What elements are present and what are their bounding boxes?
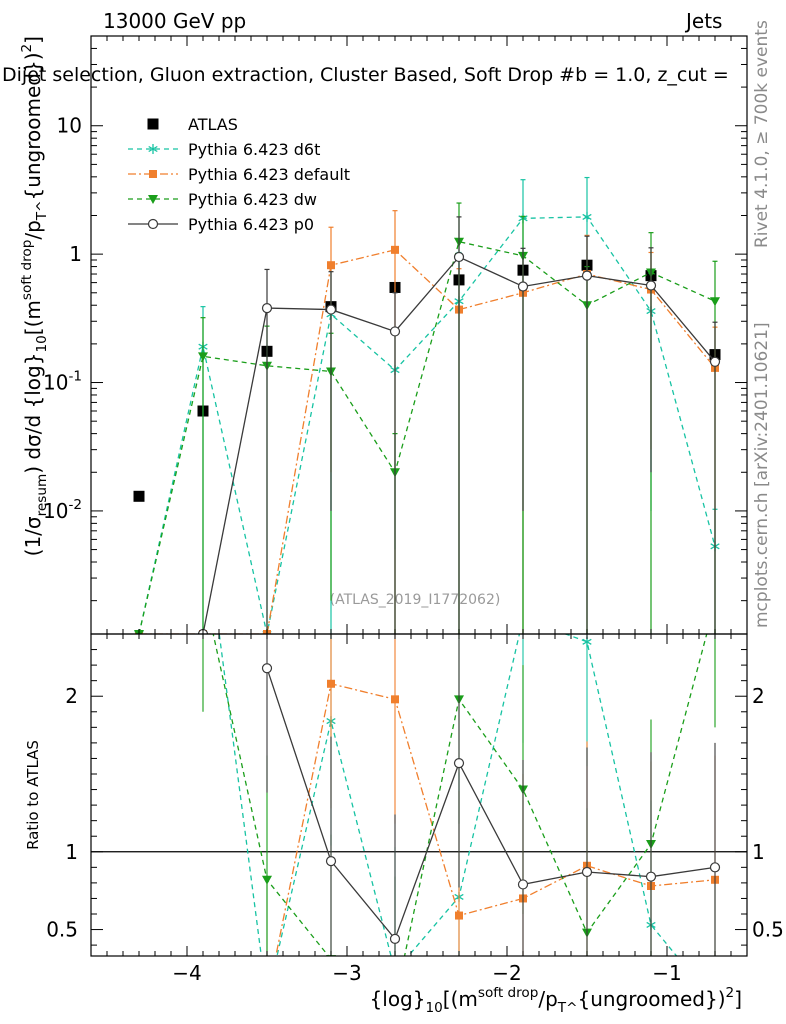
ratio-point-dw [262, 875, 272, 885]
series-line-d6t [138, 216, 716, 634]
ratio-y-tick-label: 1 [65, 840, 78, 864]
ratio-series-p0 [261, 634, 721, 956]
legend-label-atlas: ATLAS [188, 115, 238, 134]
ratio-line-default [275, 682, 716, 956]
ratio-point-default [263, 996, 271, 1004]
y-tick-label: 1 [69, 242, 82, 266]
legend-label-d6t: Pythia 6.423 d6t [188, 140, 320, 159]
main-plot-area: (ATLAS_2019_I1772062) [133, 176, 721, 634]
legend-marker-default [149, 170, 157, 178]
legend-marker-d6t [148, 144, 158, 154]
x-tick-label: −2 [492, 961, 521, 985]
ratio-y-tick-label: 0.5 [46, 918, 78, 942]
x-tick-label: −1 [652, 961, 681, 985]
plot-subtitle: Dijet selection, Gluon extraction, Clust… [2, 64, 729, 86]
data-point-p0 [517, 281, 529, 292]
ratio-point-default [327, 679, 335, 688]
data-point-p0 [645, 280, 657, 291]
x-tick-label: −3 [332, 961, 361, 985]
ratio-y-tick-label-right: 1 [752, 840, 765, 864]
y-tick-label: 10-2 [43, 497, 82, 523]
ratio-series-group [202, 634, 721, 1005]
ratio-y-tick-label-right: 2 [752, 684, 765, 708]
data-point-p0 [581, 270, 593, 281]
mcplots-label: mcplots.cern.ch [arXiv:2401.10621] [752, 322, 772, 628]
main-series-group [133, 176, 721, 634]
series-dw [134, 202, 720, 634]
ratio-point-default [391, 695, 399, 704]
header-right-label: Jets [686, 9, 723, 33]
legend-marker-atlas [147, 118, 159, 130]
ratio-point-d6t [263, 995, 272, 1005]
data-point-dw [710, 297, 720, 307]
series-line-dw [138, 240, 716, 634]
header-left-label: 13000 GeV pp [103, 9, 247, 33]
series-line-default [139, 249, 716, 634]
legend-label-dw: Pythia 6.423 dw [188, 190, 317, 209]
watermark-label: (ATLAS_2019_I1772062) [330, 592, 501, 608]
data-point-dw [198, 352, 208, 362]
data-point-p0 [709, 356, 721, 367]
y-tick-label: 10 [57, 114, 82, 138]
data-point-p0 [325, 304, 337, 315]
ratio-line-p0 [266, 668, 716, 941]
data-point-atlas [133, 490, 145, 502]
data-point-d6t [582, 211, 592, 222]
ratio-point-default [455, 911, 463, 920]
ratio-point-p0 [453, 758, 465, 769]
ratio-point-p0 [261, 663, 273, 674]
ratio-point-p0 [581, 866, 593, 878]
ratio-plot-area [91, 634, 747, 1005]
legend-marker-p0 [147, 218, 159, 230]
data-point-default [391, 245, 399, 254]
legend-label-p0: Pythia 6.423 p0 [188, 215, 314, 234]
x-tick-label: −4 [172, 961, 201, 985]
y-tick-label: 10-1 [43, 369, 82, 395]
series-d6t [134, 176, 720, 634]
series-p0 [197, 216, 721, 634]
ratio-axis-title: Ratio to ATLAS [24, 740, 42, 850]
legend-label-default: Pythia 6.423 default [188, 165, 350, 184]
ratio-point-p0 [517, 879, 529, 890]
data-point-p0 [453, 251, 465, 263]
ratio-point-p0 [709, 862, 721, 873]
ratio-point-p0 [325, 856, 337, 867]
legend: ATLAS Pythia 6.423 d6t Pythia 6.423 defaul… [128, 115, 350, 234]
ratio-point-d6t [391, 967, 400, 977]
ratio-point-p0 [645, 871, 657, 882]
data-point-p0 [261, 302, 273, 314]
series-default [135, 210, 719, 634]
data-point-default [327, 261, 335, 270]
data-point-p0 [389, 326, 401, 337]
axis-frames: −4 −3 −2 −1 10-2 10-1 1 10 0.5 0.5 1 1 2 2 {log}10[(ms… [19, 35, 784, 1016]
rivet-version-label: Rivet 4.1.0, ≥ 700k events [752, 20, 772, 248]
y-axis-title: (1/σresum) dσ/d {log}10[(msoft drop/pT^{… [19, 36, 50, 556]
ratio-point-p0 [389, 933, 401, 944]
x-axis-title: {log}10[(msoft drop/pT^{ungroomed})2] [370, 985, 742, 1016]
ratio-y-tick-label: 2 [65, 684, 78, 708]
ratio-frame [90, 633, 748, 957]
series-atlas [133, 259, 721, 502]
ratio-y-tick-label-right: 0.5 [752, 918, 784, 942]
legend-marker-dw [148, 195, 158, 204]
